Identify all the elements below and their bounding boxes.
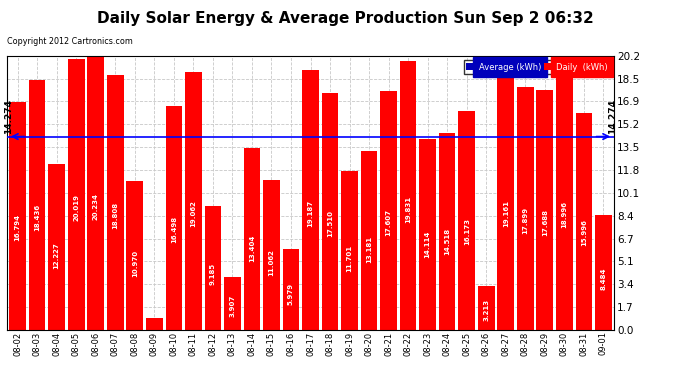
Text: 16.498: 16.498	[171, 216, 177, 243]
Bar	[88, 56, 104, 330]
Text: 19.831: 19.831	[405, 195, 411, 223]
Text: 16.794: 16.794	[14, 214, 21, 241]
Text: 18.436: 18.436	[34, 204, 40, 231]
Text: 13.404: 13.404	[249, 235, 255, 262]
Bar	[204, 206, 221, 330]
Text: 17.899: 17.899	[522, 207, 529, 234]
Text: Copyright 2012 Cartronics.com: Copyright 2012 Cartronics.com	[7, 38, 132, 46]
Text: 5.979: 5.979	[288, 282, 294, 304]
Text: 3.907: 3.907	[229, 295, 235, 317]
Bar	[575, 113, 592, 330]
Text: 13.181: 13.181	[366, 236, 372, 263]
Bar	[302, 70, 319, 330]
Text: 17.510: 17.510	[327, 210, 333, 237]
Text: 11.062: 11.062	[268, 249, 275, 276]
Bar	[478, 286, 495, 330]
Text: 15.996: 15.996	[581, 219, 586, 246]
Bar	[380, 92, 397, 330]
Text: 17.607: 17.607	[386, 209, 392, 236]
Text: Daily Solar Energy & Average Production Sun Sep 2 06:32: Daily Solar Energy & Average Production …	[97, 11, 593, 26]
Bar	[458, 111, 475, 330]
Bar	[595, 215, 611, 330]
Text: 19.062: 19.062	[190, 200, 197, 227]
Text: 19.187: 19.187	[308, 200, 313, 226]
Bar	[48, 164, 65, 330]
Text: 3.213: 3.213	[483, 299, 489, 321]
Text: 10.970: 10.970	[132, 249, 138, 277]
Bar	[322, 93, 338, 330]
Text: 20.234: 20.234	[92, 193, 99, 220]
Text: 9.185: 9.185	[210, 263, 216, 285]
Bar	[126, 182, 143, 330]
Bar	[166, 106, 182, 330]
Text: 14.274: 14.274	[4, 99, 13, 134]
Text: 16.173: 16.173	[464, 218, 470, 245]
Bar	[283, 249, 299, 330]
Text: 18.808: 18.808	[112, 202, 118, 229]
Bar	[146, 318, 163, 330]
Bar	[342, 171, 358, 330]
Text: 14.274: 14.274	[608, 99, 617, 134]
Text: 14.114: 14.114	[424, 230, 431, 258]
Bar	[10, 102, 26, 330]
Text: 17.688: 17.688	[542, 209, 548, 236]
Bar	[537, 90, 553, 330]
Text: 11.701: 11.701	[346, 245, 353, 272]
Bar	[400, 61, 417, 330]
Text: 20.019: 20.019	[73, 194, 79, 221]
Bar	[497, 70, 514, 330]
Bar	[361, 152, 377, 330]
Bar	[244, 148, 260, 330]
Legend: Average (kWh), Daily  (kWh): Average (kWh), Daily (kWh)	[464, 60, 610, 74]
Bar	[556, 73, 573, 330]
Bar	[185, 72, 201, 330]
Bar	[420, 139, 436, 330]
Bar	[263, 180, 279, 330]
Text: 19.161: 19.161	[503, 200, 509, 226]
Bar	[29, 80, 46, 330]
Bar	[517, 87, 533, 330]
Text: 18.996: 18.996	[561, 201, 567, 228]
Bar	[68, 59, 84, 330]
Text: 12.227: 12.227	[54, 242, 60, 269]
Bar	[107, 75, 124, 330]
Bar	[439, 133, 455, 330]
Bar	[224, 277, 241, 330]
Text: 8.484: 8.484	[600, 267, 607, 290]
Text: 14.518: 14.518	[444, 228, 450, 255]
